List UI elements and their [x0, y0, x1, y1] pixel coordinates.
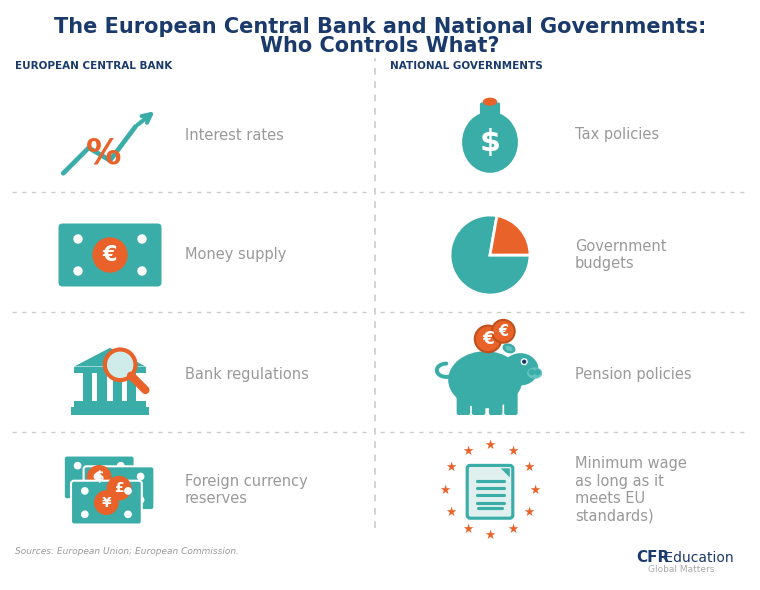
FancyBboxPatch shape [472, 392, 486, 415]
Ellipse shape [462, 112, 518, 173]
Bar [112, 373, 122, 401]
Circle shape [521, 359, 527, 365]
Text: CFR: CFR [636, 550, 670, 565]
Circle shape [138, 267, 146, 275]
Ellipse shape [505, 346, 513, 351]
Ellipse shape [527, 368, 542, 379]
Circle shape [95, 491, 118, 514]
Wedge shape [450, 215, 530, 295]
Circle shape [138, 235, 146, 243]
Text: %: % [85, 137, 121, 171]
FancyBboxPatch shape [64, 455, 135, 499]
Text: EUROPEAN CENTRAL BANK: EUROPEAN CENTRAL BANK [15, 61, 173, 71]
Text: Money supply: Money supply [185, 247, 287, 263]
Circle shape [138, 473, 144, 480]
Text: ★: ★ [507, 444, 518, 457]
Polygon shape [501, 468, 510, 477]
Text: Foreign currency
reserves: Foreign currency reserves [185, 474, 308, 506]
Text: Bank regulations: Bank regulations [185, 368, 309, 382]
Bar [83, 373, 92, 401]
Text: ★: ★ [445, 461, 457, 474]
Circle shape [105, 349, 135, 380]
Circle shape [118, 486, 124, 492]
Circle shape [94, 497, 100, 503]
Text: Who Controls What?: Who Controls What? [260, 36, 500, 56]
Text: €: € [499, 324, 508, 339]
Text: ★: ★ [524, 506, 534, 519]
Circle shape [125, 488, 131, 494]
Polygon shape [74, 348, 146, 366]
Text: $: $ [94, 470, 104, 484]
Text: NATIONAL GOVERNMENTS: NATIONAL GOVERNMENTS [390, 61, 543, 71]
Circle shape [107, 477, 131, 500]
Text: ★: ★ [462, 523, 473, 536]
Circle shape [535, 370, 540, 375]
FancyBboxPatch shape [467, 466, 513, 518]
Text: Education: Education [660, 551, 733, 565]
Text: ★: ★ [524, 461, 534, 474]
FancyBboxPatch shape [71, 481, 142, 525]
Text: ★: ★ [484, 529, 496, 542]
Text: ★: ★ [462, 444, 473, 457]
FancyBboxPatch shape [480, 103, 500, 117]
Circle shape [125, 511, 131, 517]
Text: ¥: ¥ [102, 496, 111, 510]
Text: The European Central Bank and National Governments:: The European Central Bank and National G… [54, 17, 706, 37]
Circle shape [94, 473, 100, 480]
Circle shape [74, 267, 82, 275]
Text: Minimum wage
as long as it
meets EU
standards): Minimum wage as long as it meets EU stan… [575, 457, 687, 523]
Text: ★: ★ [530, 483, 540, 497]
Ellipse shape [502, 343, 515, 353]
Text: $: $ [480, 127, 500, 157]
Circle shape [475, 326, 502, 352]
Circle shape [87, 466, 111, 489]
Bar [71, 407, 149, 415]
FancyBboxPatch shape [504, 392, 518, 415]
Text: ★: ★ [439, 483, 451, 497]
FancyBboxPatch shape [59, 224, 161, 287]
Text: Interest rates: Interest rates [185, 127, 284, 143]
Circle shape [74, 463, 81, 469]
Bar [97, 373, 106, 401]
Text: Tax policies: Tax policies [575, 127, 659, 143]
Circle shape [118, 463, 124, 469]
Text: €: € [482, 330, 494, 348]
Circle shape [530, 370, 534, 375]
Ellipse shape [448, 351, 522, 408]
Text: €: € [103, 245, 117, 265]
Circle shape [74, 235, 82, 243]
FancyBboxPatch shape [457, 392, 470, 415]
FancyBboxPatch shape [84, 466, 154, 510]
Bar [74, 366, 146, 373]
Text: Sources: European Union; European Commission.: Sources: European Union; European Commis… [15, 548, 239, 556]
Text: Government
budgets: Government budgets [575, 239, 667, 271]
Text: ★: ★ [484, 438, 496, 451]
Circle shape [81, 511, 88, 517]
Circle shape [492, 320, 515, 343]
Bar [127, 373, 136, 401]
Circle shape [138, 497, 144, 503]
Wedge shape [490, 215, 530, 255]
Circle shape [74, 486, 81, 492]
Circle shape [81, 488, 88, 494]
Text: ★: ★ [445, 506, 457, 519]
Text: Pension policies: Pension policies [575, 368, 692, 382]
Ellipse shape [483, 98, 497, 106]
Text: Global Matters: Global Matters [648, 565, 714, 575]
Bar [74, 401, 146, 407]
Circle shape [523, 360, 526, 363]
Text: £: £ [114, 481, 124, 495]
Circle shape [93, 238, 127, 272]
FancyBboxPatch shape [489, 392, 502, 415]
Text: ★: ★ [507, 523, 518, 536]
Ellipse shape [502, 353, 538, 385]
